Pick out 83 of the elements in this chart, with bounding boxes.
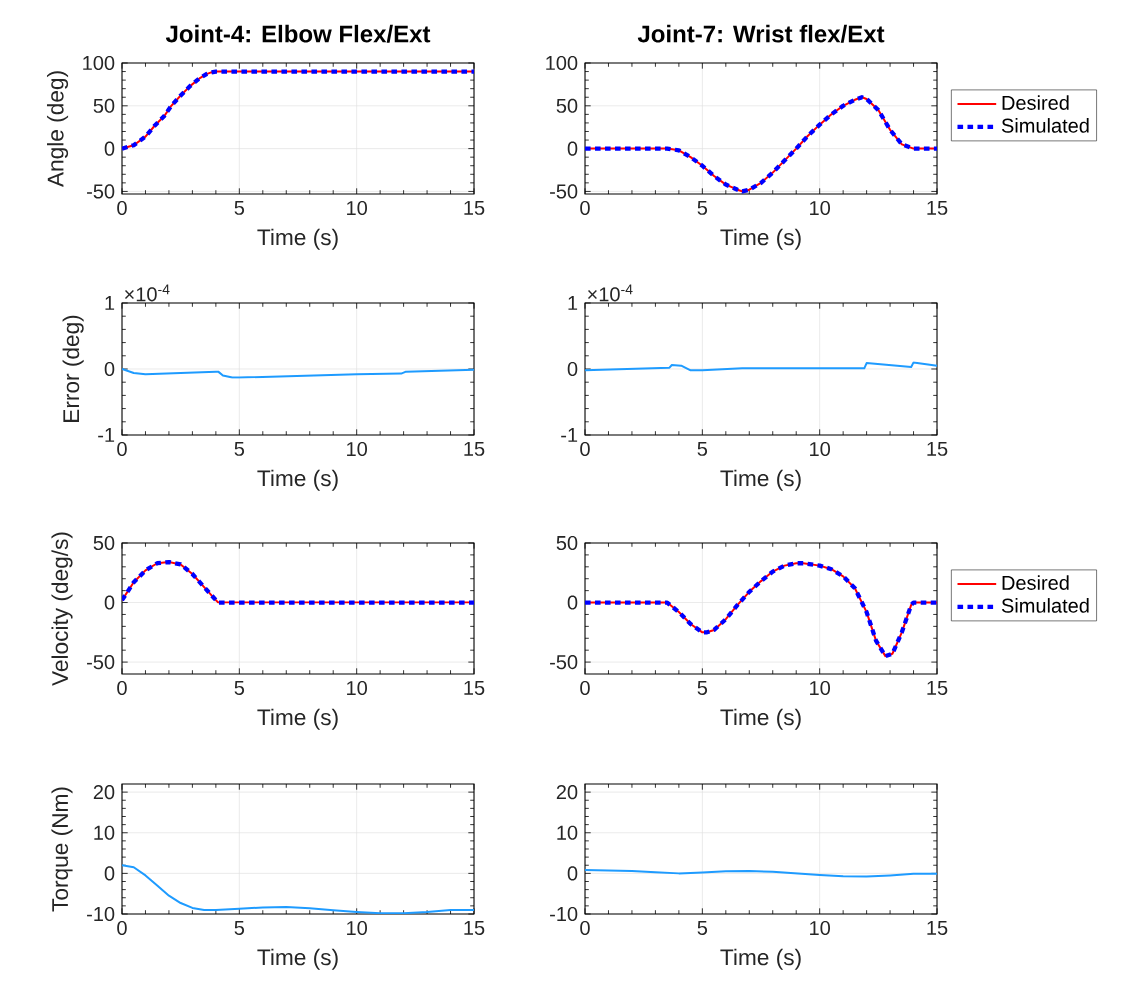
chart-title: Joint-7: Wrist flex/Ext — [637, 24, 885, 43]
y-tick-label: -50 — [87, 184, 115, 199]
x-tick-label: 15 — [464, 680, 485, 695]
y-tick-label: 50 — [93, 98, 115, 113]
y-tick-label: 1 — [568, 296, 578, 310]
x-tick-label: 0 — [580, 920, 590, 936]
y-axis-title: Velocity (deg/s) — [51, 532, 73, 686]
y-tick-label: 10 — [557, 825, 578, 840]
y-tick-label: 50 — [556, 535, 578, 551]
x-tick-label: 0 — [117, 200, 127, 216]
x-tick-label: 5 — [234, 200, 245, 215]
line-series — [122, 864, 475, 914]
y-tick-label: 0 — [567, 595, 578, 610]
x-tick-label: 5 — [234, 920, 245, 935]
y-tick-label: -50 — [550, 655, 578, 670]
y-axis-title: Error (deg) — [62, 315, 84, 422]
y-tick-label: 20 — [556, 785, 578, 800]
x-tick-label: 0 — [580, 680, 590, 696]
legend-label: Simulated — [1001, 598, 1089, 613]
chart-title: Joint-4: Elbow Flex/Ext — [165, 24, 431, 43]
x-tick-label: 15 — [927, 441, 948, 456]
y-tick-label: 0 — [104, 866, 115, 881]
x-tick-label: 0 — [580, 441, 590, 457]
x-tick-label: 15 — [464, 441, 485, 456]
y-tick-label: 10 — [94, 825, 115, 840]
x-tick-label: 0 — [117, 441, 127, 457]
x-tick-label: 5 — [697, 680, 708, 695]
x-axis-title: Time (s) — [720, 948, 801, 970]
y-tick-label: 20 — [93, 785, 115, 800]
line-series — [122, 367, 475, 379]
y-axis-title: Torque (Nm) — [51, 787, 73, 912]
y-tick-label: 50 — [556, 98, 578, 113]
x-tick-label: 10 — [810, 441, 831, 457]
x-tick-label: 5 — [234, 441, 245, 456]
x-tick-label: 5 — [697, 441, 708, 456]
x-axis-title: Time (s) — [257, 948, 338, 970]
y-tick-label: 0 — [104, 141, 115, 156]
x-tick-label: 15 — [464, 920, 485, 935]
y-tick-label: 0 — [104, 361, 115, 377]
x-tick-label: 15 — [927, 680, 948, 695]
x-axis-title: Time (s) — [257, 228, 338, 250]
y-tick-label: -50 — [550, 184, 578, 199]
x-tick-label: 5 — [697, 920, 708, 935]
y-tick-label: -1 — [98, 428, 115, 442]
x-tick-label: 15 — [464, 200, 485, 215]
legend-label: Desired — [1002, 95, 1069, 110]
y-tick-label: 1 — [105, 296, 115, 310]
x-tick-label: 5 — [234, 680, 245, 695]
legend-label: Desired — [1002, 575, 1069, 590]
y-tick-label: -10 — [550, 906, 578, 922]
y-tick-label: 100 — [83, 55, 115, 71]
x-axis-title: Time (s) — [720, 708, 801, 730]
x-tick-label: 0 — [117, 920, 127, 936]
x-tick-label: 15 — [927, 200, 948, 215]
y-tick-label: -1 — [561, 428, 578, 442]
x-tick-label: 10 — [810, 680, 831, 696]
x-tick-label: 15 — [927, 920, 948, 935]
y-tick-label: 0 — [567, 866, 578, 881]
y-tick-label: 0 — [567, 361, 578, 377]
x-axis-title: Time (s) — [720, 469, 801, 491]
legend-label: Simulated — [1001, 118, 1089, 133]
x-axis-title: Time (s) — [257, 708, 338, 730]
y-tick-label: -10 — [87, 906, 115, 922]
x-tick-label: 10 — [810, 200, 831, 216]
x-tick-label: 5 — [697, 200, 708, 215]
y-tick-label: 0 — [567, 141, 578, 156]
x-tick-label: 0 — [580, 200, 590, 216]
y-tick-label: 100 — [546, 55, 578, 71]
y-axis-title: Angle (deg) — [46, 71, 69, 188]
x-tick-label: 10 — [347, 200, 367, 216]
x-tick-label: 10 — [347, 441, 367, 457]
x-axis-title: Time (s) — [720, 228, 801, 250]
text: ×10$^{-4}$ — [124, 284, 170, 302]
x-tick-label: 0 — [117, 680, 127, 696]
y-tick-label: 50 — [93, 535, 115, 551]
y-tick-label: -50 — [87, 655, 115, 670]
x-tick-label: 10 — [347, 920, 367, 936]
x-tick-label: 10 — [347, 680, 367, 696]
y-tick-label: 0 — [104, 595, 115, 610]
text: ×10$^{-4}$ — [587, 284, 633, 302]
x-axis-title: Time (s) — [257, 469, 338, 491]
x-tick-label: 10 — [810, 920, 831, 936]
line-series — [585, 361, 938, 372]
